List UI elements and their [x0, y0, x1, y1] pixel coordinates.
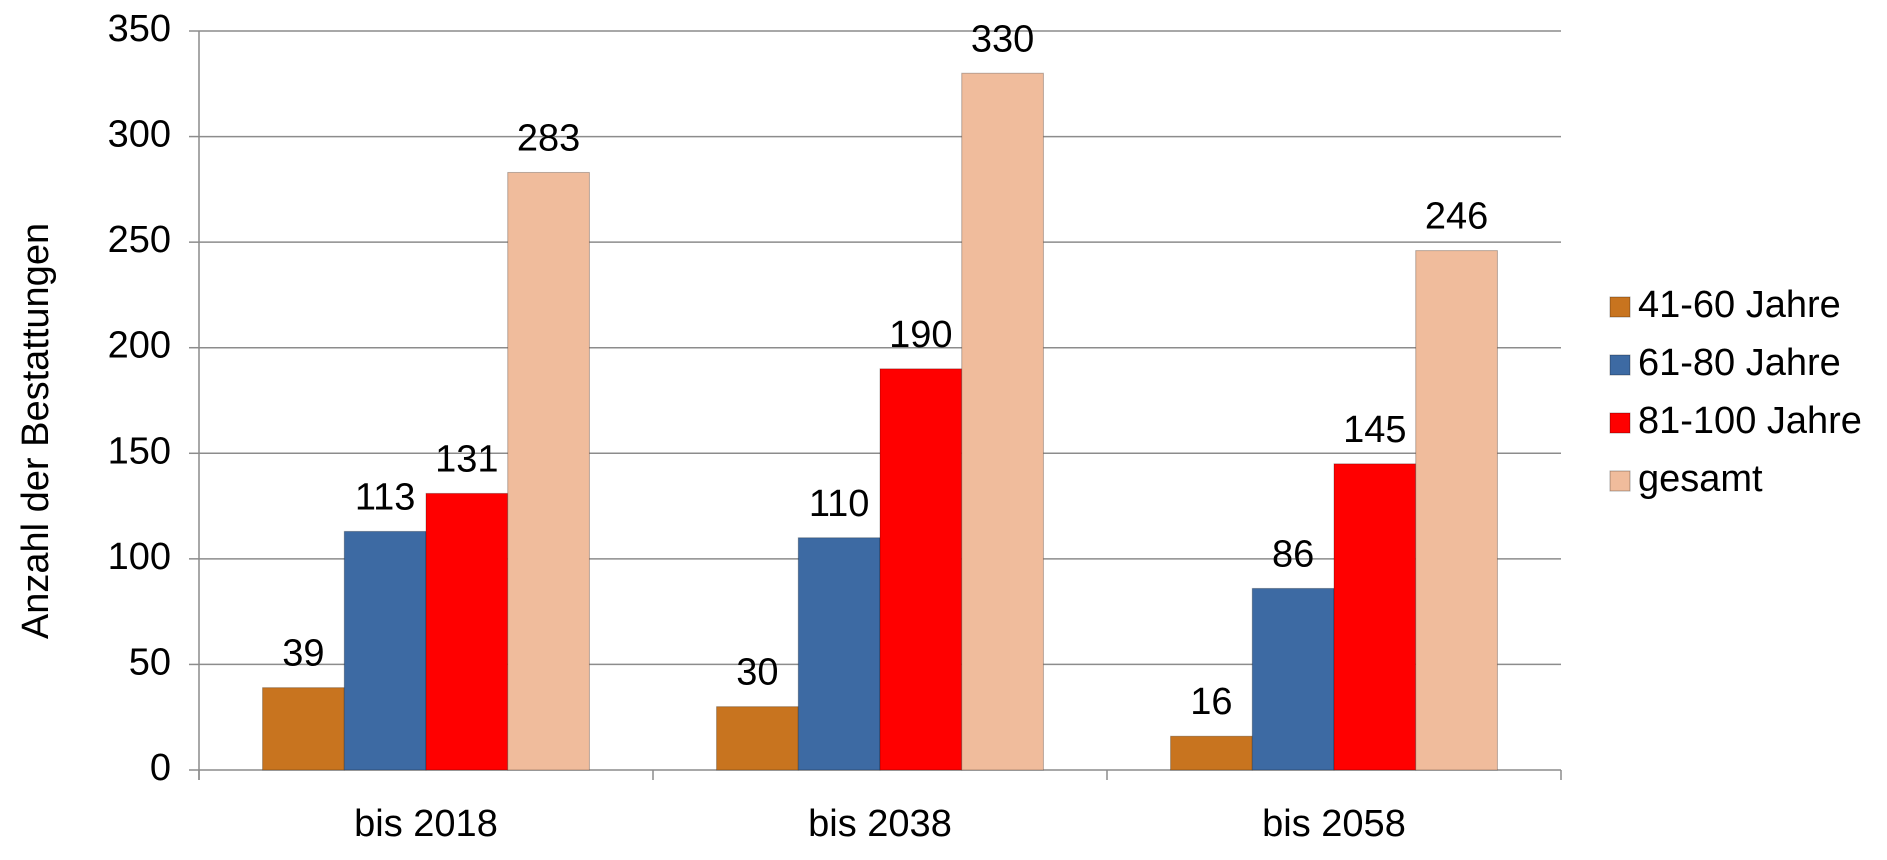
value-label: 30 — [736, 652, 778, 694]
y-tick-label: 350 — [108, 8, 171, 50]
bar — [879, 368, 963, 771]
bar — [343, 530, 427, 771]
legend-swatch — [1609, 354, 1631, 376]
x-tick-label: bis 2058 — [1262, 803, 1406, 845]
value-label: 113 — [355, 476, 416, 518]
bar — [1415, 250, 1498, 771]
bar — [961, 72, 1044, 771]
value-label: 86 — [1272, 533, 1314, 575]
y-tick-label: 150 — [108, 430, 171, 472]
x-tick-label: bis 2018 — [354, 803, 498, 845]
bar — [425, 492, 509, 771]
legend-label: gesamt — [1638, 458, 1763, 500]
y-tick-label: 300 — [108, 114, 171, 156]
bar — [507, 171, 590, 771]
value-label: 16 — [1190, 681, 1232, 723]
value-label: 283 — [517, 117, 580, 159]
value-label: 190 — [889, 314, 952, 356]
y-axis-label: Anzahl der Bestattungen — [15, 223, 57, 639]
value-label: 39 — [282, 633, 324, 675]
legend-label: 41-60 Jahre — [1638, 284, 1841, 326]
value-label: 330 — [971, 18, 1034, 60]
legend-swatch — [1609, 412, 1631, 434]
legend-label: 61-80 Jahre — [1638, 342, 1841, 384]
bar — [1251, 587, 1335, 771]
y-tick-label: 100 — [108, 536, 171, 578]
legend-label: 81-100 Jahre — [1638, 400, 1862, 442]
value-label: 131 — [435, 438, 498, 480]
bar — [1333, 463, 1417, 771]
legend-swatch — [1609, 296, 1631, 318]
value-label: 145 — [1343, 409, 1406, 451]
value-label: 110 — [809, 483, 870, 525]
x-tick-label: bis 2038 — [808, 803, 952, 845]
y-tick-label: 0 — [150, 747, 171, 789]
bar — [262, 687, 345, 771]
legend-swatch — [1609, 470, 1631, 492]
value-label: 246 — [1425, 196, 1488, 238]
y-tick-label: 200 — [108, 325, 171, 367]
bar — [716, 706, 799, 771]
bar — [797, 537, 881, 771]
y-tick-label: 250 — [108, 219, 171, 261]
bar — [1170, 735, 1253, 771]
y-tick-label: 50 — [129, 641, 171, 683]
